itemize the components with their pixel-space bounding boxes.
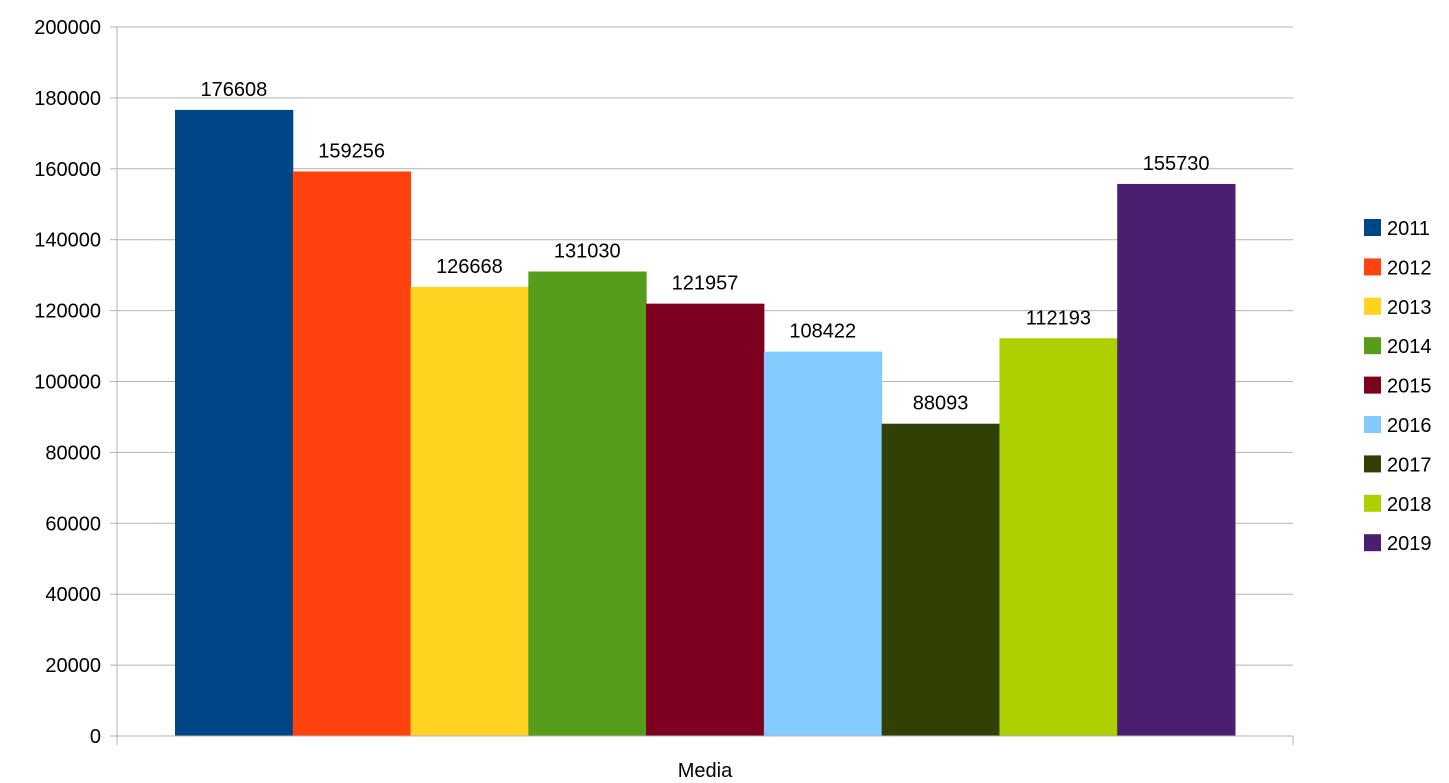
legend-label-2015: 2015 <box>1387 376 1432 398</box>
legend-swatch-2014 <box>1364 337 1381 355</box>
y-tick-label: 200000 <box>34 17 101 39</box>
bar-2019 <box>1117 183 1236 737</box>
legend-label-2017: 2017 <box>1387 454 1432 476</box>
y-tick-label: 80000 <box>45 442 101 464</box>
legend-label-2019: 2019 <box>1387 533 1432 555</box>
y-tick-label: 120000 <box>34 301 101 323</box>
legend-label-2012: 2012 <box>1387 257 1432 279</box>
data-labels: 176608 159256 126668 131030 121957 108422 8809… <box>201 79 1210 415</box>
bar-2013 <box>410 286 529 736</box>
legend-swatch-2018 <box>1364 494 1381 512</box>
bar-2018 <box>999 338 1118 736</box>
y-tick-label: 100000 <box>34 372 101 394</box>
y-tick-label: 20000 <box>45 655 101 677</box>
data-label-2012: 159256 <box>318 140 385 162</box>
y-tick-label: 60000 <box>45 513 101 535</box>
bar-2011 <box>175 109 294 737</box>
legend-swatch-2016 <box>1364 416 1381 433</box>
legend-swatch-2011 <box>1364 219 1381 236</box>
bar-2015 <box>646 303 765 736</box>
data-label-2011: 176608 <box>201 79 268 101</box>
legend: 2011 2012 2013 2014 2015 2016 2017 2018 2019 <box>1364 218 1432 555</box>
legend-label-2018: 2018 <box>1387 494 1432 516</box>
legend-label-2013: 2013 <box>1387 297 1432 319</box>
bars <box>175 109 1236 737</box>
bar-2016 <box>763 351 883 736</box>
legend-swatch-2012 <box>1364 258 1381 276</box>
axes: 0 20000 40000 60000 80000 100000 120000 140000 1… <box>34 17 1294 782</box>
legend-swatch-2019 <box>1364 534 1381 552</box>
legend-swatch-2017 <box>1364 455 1381 473</box>
legend-swatch-2015 <box>1364 376 1381 394</box>
y-tick-label: 140000 <box>34 230 101 252</box>
y-tick-label: 0 <box>90 726 101 748</box>
bar-2012 <box>292 171 412 736</box>
data-label-2015: 121957 <box>672 273 739 295</box>
data-label-2016: 108422 <box>789 321 856 343</box>
legend-label-2016: 2016 <box>1387 415 1432 437</box>
x-category-label: Media <box>678 760 733 778</box>
bar-2014 <box>528 271 647 736</box>
y-tick-label: 40000 <box>45 584 101 606</box>
data-label-2019: 155730 <box>1143 153 1210 175</box>
legend-swatch-2013 <box>1364 297 1381 315</box>
legend-label-2011: 2011 <box>1387 218 1430 240</box>
bar-2017 <box>881 423 1000 736</box>
data-label-2014: 131030 <box>554 240 621 262</box>
y-tick-label: 180000 <box>34 88 101 110</box>
data-label-2017: 88093 <box>913 393 969 415</box>
data-label-2018: 112193 <box>1026 307 1091 329</box>
data-label-2013: 126668 <box>436 256 503 278</box>
y-tick-label: 160000 <box>34 159 101 181</box>
legend-label-2014: 2014 <box>1387 336 1432 358</box>
